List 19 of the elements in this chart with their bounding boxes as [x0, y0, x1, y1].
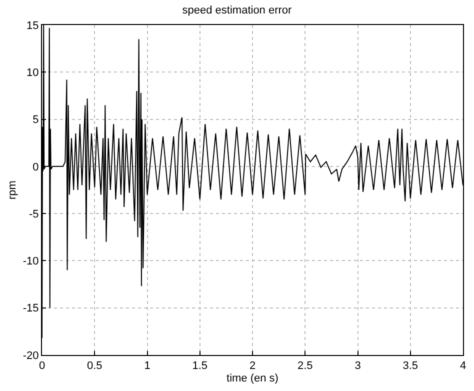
y-tick-label: 5 [32, 114, 39, 126]
x-tick-label: 0.5 [86, 360, 102, 372]
y-tick-label: 10 [26, 66, 39, 79]
y-tick-label: -5 [29, 208, 39, 220]
y-tick-label: -15 [22, 302, 39, 315]
chart-title: speed estimation error [182, 4, 292, 17]
x-tick-label: 3 [354, 360, 361, 372]
x-tick-label: 1 [144, 360, 150, 372]
y-tick-label: 15 [26, 20, 39, 32]
x-tick-label: 1.5 [192, 360, 208, 372]
x-tick-label: 3.5 [402, 360, 418, 372]
y-tick-label: -10 [22, 256, 39, 268]
y-tick-label: -20 [22, 350, 39, 362]
x-tick-label: 2.5 [297, 360, 313, 372]
y-axis-title: rpm [6, 180, 19, 200]
x-tick-label: 4 [460, 360, 466, 372]
y-tick-label: 0 [32, 161, 39, 174]
x-axis-title: time (en s) [226, 372, 278, 384]
x-tick-label: 2 [249, 360, 256, 372]
